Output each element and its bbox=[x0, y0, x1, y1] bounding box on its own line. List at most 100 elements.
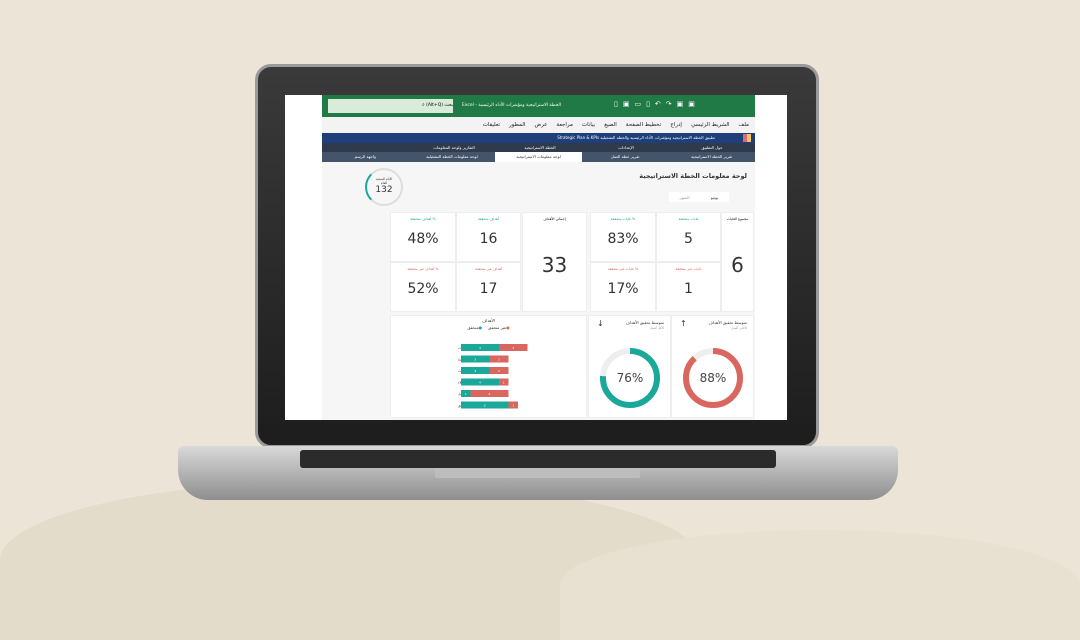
legend-item: ●غير متحقق bbox=[488, 325, 510, 330]
window-title: الخطة الاستراتيجية ومؤشرات الأداء الرئيس… bbox=[462, 103, 562, 108]
subtab[interactable]: لوحة معلومات الاستراتيجية bbox=[495, 152, 582, 162]
kpi-label: أهداف غير متحققة bbox=[475, 267, 502, 271]
month-filter[interactable]: الشهر يونيو bbox=[669, 192, 729, 202]
kpi-obj-done-pct: أهداف متحققة % 48% bbox=[390, 212, 456, 262]
dashboard: لوحة معلومات الخطة الاستراتيجية الشهر يو… bbox=[322, 162, 755, 420]
main-tabs: حول التطبيق الإعدادات الخطة الاستراتيجية ال… bbox=[322, 143, 755, 152]
bar-segment bbox=[508, 401, 518, 409]
search-placeholder: بحث (Alt+Q) bbox=[426, 103, 453, 108]
app-header-text: تطبيق الخطة الاستراتيجية ومؤشرات الأداء … bbox=[557, 135, 715, 140]
chart-legend: ●متحقق ●غير متحقق bbox=[391, 325, 586, 330]
app-header: تطبيق الخطة الاستراتيجية ومؤشرات الأداء … bbox=[322, 133, 755, 143]
subtab[interactable]: واجهة الرسم bbox=[354, 154, 376, 159]
gauge-ring: 76% bbox=[600, 348, 660, 408]
bar-label: 4 bbox=[489, 392, 491, 396]
tab[interactable]: الإعدادات bbox=[618, 145, 634, 150]
gauge-card-higher-better: متوسط تحقيق الأهداف الأعلى أفضل ↑ 88% bbox=[671, 315, 754, 418]
search-input[interactable]: بحث (Alt+Q) ⌕ bbox=[328, 99, 453, 113]
gauge-subtitle: الأقل أفضل bbox=[649, 326, 664, 330]
menu-item[interactable]: تخطيط الصفحة bbox=[625, 122, 662, 128]
kpi-value: 33 bbox=[541, 253, 568, 277]
menu-item[interactable]: الصيغ bbox=[604, 122, 617, 128]
gauge-value: 88% bbox=[700, 371, 727, 385]
bar-segment bbox=[461, 355, 490, 363]
menu-item[interactable]: مراجعة bbox=[556, 122, 573, 128]
kpi-value: 48% bbox=[407, 231, 439, 247]
bar-label: 4 bbox=[479, 381, 481, 385]
menu-item[interactable]: الشريط الرئيسي bbox=[690, 122, 730, 128]
trackpad bbox=[435, 468, 640, 478]
gauge-subtitle: الأعلى أفضل bbox=[731, 326, 747, 330]
menu-item[interactable]: المطور bbox=[509, 122, 526, 128]
kpi-goals-done: غايات متحققة 5 bbox=[656, 212, 721, 262]
gauge-fill bbox=[683, 348, 743, 408]
bar-label: 3 bbox=[474, 369, 476, 373]
bar-label: 1 bbox=[465, 392, 467, 396]
bar-label: 2 bbox=[498, 369, 500, 373]
objectives-chart: الأهداف ●متحقق ●غير متحقق تطوير وتنمية ق… bbox=[390, 315, 587, 418]
remaining-value: 132 bbox=[375, 185, 393, 195]
bar-segment bbox=[461, 344, 499, 351]
bar-segment bbox=[461, 378, 499, 386]
bar-segment bbox=[499, 344, 528, 351]
bar-segment bbox=[489, 367, 509, 374]
bar-label: 1 bbox=[503, 381, 505, 385]
kpi-label: غايات غير متحققة bbox=[675, 267, 702, 271]
app-logo-icon bbox=[743, 134, 751, 142]
arrow-up-icon: ↑ bbox=[680, 319, 687, 328]
gauge-fill bbox=[600, 348, 660, 408]
kpi-value: 83% bbox=[607, 231, 639, 247]
ribbon-menu: ملف الشريط الرئيسي إدراج تخطيط الصفحة الصيغ ب… bbox=[322, 117, 755, 133]
menu-item[interactable]: عرض bbox=[534, 122, 548, 128]
quick-access-icons[interactable]: ▯▣▭▯↶↷▣▣ bbox=[614, 100, 700, 108]
kpi-goals-not-pct: غايات غير متحققة % 17% bbox=[590, 262, 656, 312]
subtab[interactable]: تقرير الخطة الاستراتيجية bbox=[691, 154, 733, 159]
bar-segment bbox=[461, 390, 471, 397]
filter-value[interactable]: يونيو bbox=[710, 194, 719, 200]
menu-item[interactable]: ملف bbox=[738, 122, 749, 128]
bar-segment bbox=[461, 367, 490, 374]
bar-label: 1 bbox=[512, 404, 514, 408]
bar-label: 2 bbox=[498, 358, 500, 362]
kpi-goals-done-pct: غايات متحققة % 83% bbox=[590, 212, 656, 262]
remaining-label: الأيام المتبقية للعام bbox=[375, 177, 393, 185]
bar-segment bbox=[470, 390, 509, 397]
tab[interactable]: الخطة الاستراتيجية bbox=[524, 145, 556, 150]
kpi-value: 5 bbox=[684, 231, 693, 247]
kpi-goals-not: غايات غير متحققة 1 bbox=[656, 262, 721, 312]
title-bar: الخطة الاستراتيجية ومؤشرات الأداء الرئيس… bbox=[322, 95, 755, 117]
menu-item[interactable]: إدراج bbox=[670, 122, 682, 128]
kpi-total-objectives: إجمالي الأهداف 33 bbox=[522, 212, 587, 312]
subtab[interactable]: لوحة معلومات الخطة التشغيلية bbox=[426, 154, 478, 159]
tab[interactable]: حول التطبيق bbox=[701, 145, 723, 150]
kpi-obj-done: أهداف متحققة 16 bbox=[456, 212, 521, 262]
kpi-obj-not-pct: أهداف غير متحققة % 52% bbox=[390, 262, 456, 312]
kpi-value: 17% bbox=[607, 281, 639, 297]
legend-item: ●متحقق bbox=[467, 325, 483, 330]
kpi-value: 6 bbox=[731, 253, 744, 277]
subtab[interactable]: تقرير خطة العمل bbox=[610, 154, 640, 159]
kpi-label: غايات متحققة % bbox=[610, 217, 636, 221]
kpi-label: أهداف متحققة % bbox=[410, 217, 436, 221]
bar-label: 5 bbox=[484, 404, 486, 408]
dashboard-title: لوحة معلومات الخطة الاستراتيجية bbox=[639, 172, 747, 180]
kpi-label: مجموع الغايات bbox=[726, 217, 749, 221]
bar-segment bbox=[461, 401, 509, 409]
arrow-down-icon: ↓ bbox=[597, 319, 604, 328]
sub-tabs: تقرير الخطة الاستراتيجية تقرير خطة العمل ل… bbox=[322, 152, 755, 162]
menu-item[interactable]: تعليقات bbox=[482, 122, 501, 128]
chart-title: الأهداف bbox=[482, 318, 495, 323]
bar-segment bbox=[489, 355, 509, 363]
tab[interactable]: التقارير ولوحة المعلومات bbox=[433, 145, 475, 150]
excel-window: الخطة الاستراتيجية ومؤشرات الأداء الرئيس… bbox=[285, 95, 787, 420]
remaining-days-ring: الأيام المتبقية للعام 132 bbox=[365, 168, 403, 206]
gauge-title: متوسط تحقيق الأهداف bbox=[708, 320, 747, 325]
kpi-value: 17 bbox=[479, 281, 498, 297]
keyboard bbox=[300, 450, 776, 468]
menu-item[interactable]: بيانات bbox=[581, 122, 596, 128]
kpi-label: أهداف غير متحققة % bbox=[407, 267, 439, 271]
kpi-obj-not: أهداف غير متحققة 17 bbox=[456, 262, 521, 312]
bar-label: 3 bbox=[474, 358, 476, 362]
kpi-label: إجمالي الأهداف bbox=[543, 217, 566, 221]
background-wave bbox=[560, 530, 1080, 640]
